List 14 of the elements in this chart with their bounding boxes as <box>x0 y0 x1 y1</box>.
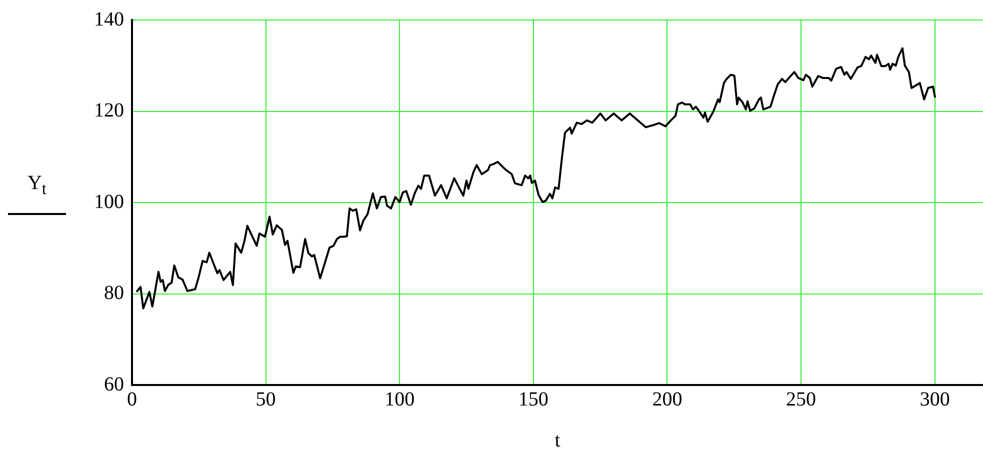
x-tick-label: 0 <box>127 388 137 410</box>
y-axis-title: Y$_{t}$ <box>8 172 66 215</box>
x-tick-label: 250 <box>786 388 816 410</box>
x-tick-label: 200 <box>652 388 682 410</box>
y-tick-label: 80 <box>104 282 124 304</box>
y-tick-label: 100 <box>94 190 124 213</box>
y-tick-label: 120 <box>94 100 124 122</box>
x-axis-title: t <box>554 429 561 452</box>
x-tick-label: 150 <box>518 388 548 410</box>
x-tick-label: 50 <box>256 388 276 410</box>
x-tick-label: 100 <box>384 388 415 410</box>
x-tick-label: 300 <box>920 388 950 410</box>
y-tick-label: 140 <box>94 8 124 30</box>
y-tick-label: 60 <box>104 373 124 396</box>
